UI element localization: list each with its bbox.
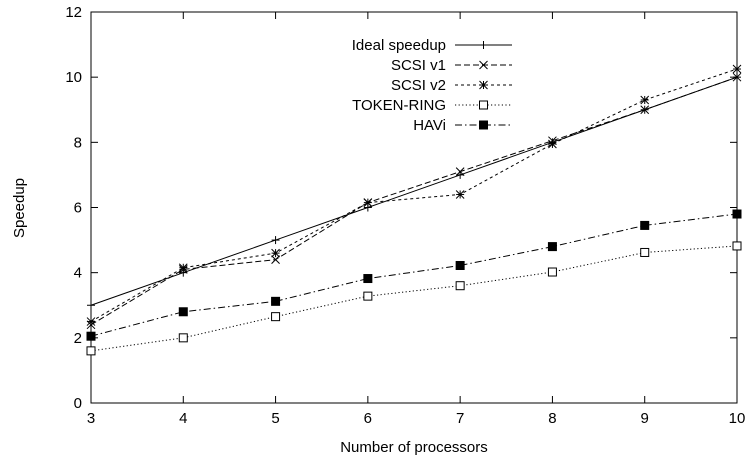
legend: Ideal speedup SCSI v1 SCSI v2 TOKEN-RING HAV… bbox=[352, 37, 512, 134]
data-point-ideal-speedup bbox=[271, 236, 280, 245]
series-line-token-ring bbox=[90, 245, 738, 352]
legend-marker bbox=[479, 100, 488, 110]
x-axis-label: Number of processors bbox=[340, 439, 488, 456]
data-point-scsi-v2 bbox=[548, 139, 557, 149]
y-tick-label: 4 bbox=[74, 265, 82, 282]
data-point-token-ring bbox=[640, 247, 650, 257]
data-point-scsi-v2 bbox=[178, 263, 188, 273]
series-token-ring bbox=[86, 241, 742, 356]
data-point-havi bbox=[271, 296, 281, 306]
data-point-token-ring bbox=[178, 333, 188, 343]
series-havi bbox=[86, 209, 742, 341]
axes-ticks: 3 4 5 6 7 8 9 10 0 2 4 6 8 10 12 bbox=[65, 4, 745, 427]
x-tick-label: 3 bbox=[87, 410, 95, 427]
y-tick-label: 10 bbox=[65, 69, 82, 86]
x-tick-label: 7 bbox=[456, 410, 464, 427]
data-point-token-ring bbox=[363, 291, 373, 301]
data-point-scsi-v2 bbox=[363, 198, 373, 207]
series-line-scsi-v2 bbox=[90, 68, 738, 322]
data-point-scsi-v1 bbox=[271, 255, 280, 264]
data-point-havi bbox=[732, 209, 742, 219]
legend-item-scsi-v2: SCSI v2 bbox=[391, 77, 512, 94]
legend-label: TOKEN-RING bbox=[352, 97, 446, 114]
y-tick-label: 2 bbox=[74, 330, 82, 347]
data-point-token-ring bbox=[86, 346, 96, 356]
legend-label: HAVi bbox=[413, 117, 446, 134]
y-tick-label: 6 bbox=[74, 200, 82, 217]
x-tick-label: 5 bbox=[271, 410, 279, 427]
y-axis-label: Speedup bbox=[11, 178, 28, 238]
data-point-scsi-v2 bbox=[732, 64, 742, 74]
data-point-ideal-speedup bbox=[87, 301, 95, 310]
legend-label: Ideal speedup bbox=[352, 37, 446, 54]
x-tick-label: 9 bbox=[641, 410, 649, 427]
data-point-scsi-v2 bbox=[640, 95, 650, 105]
x-tick-label: 6 bbox=[364, 410, 372, 427]
data-point-scsi-v1 bbox=[455, 167, 465, 177]
data-point-token-ring bbox=[455, 281, 465, 291]
legend-label: SCSI v2 bbox=[391, 77, 446, 94]
data-point-token-ring bbox=[732, 241, 742, 251]
series-line-ideal-speedup bbox=[90, 76, 738, 306]
data-point-scsi-v1 bbox=[640, 105, 650, 115]
series-line-havi bbox=[90, 213, 738, 337]
data-point-token-ring bbox=[271, 312, 281, 322]
legend-item-havi: HAVi bbox=[413, 117, 512, 134]
data-point-scsi-v2 bbox=[455, 190, 465, 199]
legend-label: SCSI v1 bbox=[391, 57, 446, 74]
series-layer bbox=[86, 64, 742, 356]
legend-item-token-ring: TOKEN-RING bbox=[352, 97, 512, 114]
data-point-scsi-v1 bbox=[732, 72, 742, 82]
series-line-scsi-v1 bbox=[90, 76, 738, 326]
legend-item-scsi-v1: SCSI v1 bbox=[391, 57, 512, 74]
legend-marker bbox=[479, 80, 488, 90]
data-point-havi bbox=[640, 220, 650, 230]
legend-marker bbox=[479, 60, 488, 70]
legend-item-ideal-speedup: Ideal speedup bbox=[352, 37, 512, 54]
legend-marker bbox=[479, 120, 488, 130]
data-point-havi bbox=[455, 260, 465, 270]
x-tick-label: 4 bbox=[179, 410, 187, 427]
legend-marker bbox=[479, 41, 488, 49]
x-tick-label: 10 bbox=[729, 410, 746, 427]
y-tick-label: 8 bbox=[74, 134, 82, 151]
x-tick-label: 8 bbox=[548, 410, 556, 427]
data-point-havi bbox=[86, 331, 96, 341]
data-point-havi bbox=[178, 307, 188, 317]
data-point-scsi-v2 bbox=[271, 248, 280, 258]
data-point-havi bbox=[547, 242, 557, 252]
y-tick-label: 0 bbox=[74, 395, 82, 412]
data-point-scsi-v2 bbox=[86, 317, 96, 326]
y-tick-label: 12 bbox=[65, 4, 82, 21]
data-point-havi bbox=[363, 274, 373, 284]
data-point-token-ring bbox=[547, 267, 557, 277]
series-scsi-v2 bbox=[86, 64, 742, 326]
